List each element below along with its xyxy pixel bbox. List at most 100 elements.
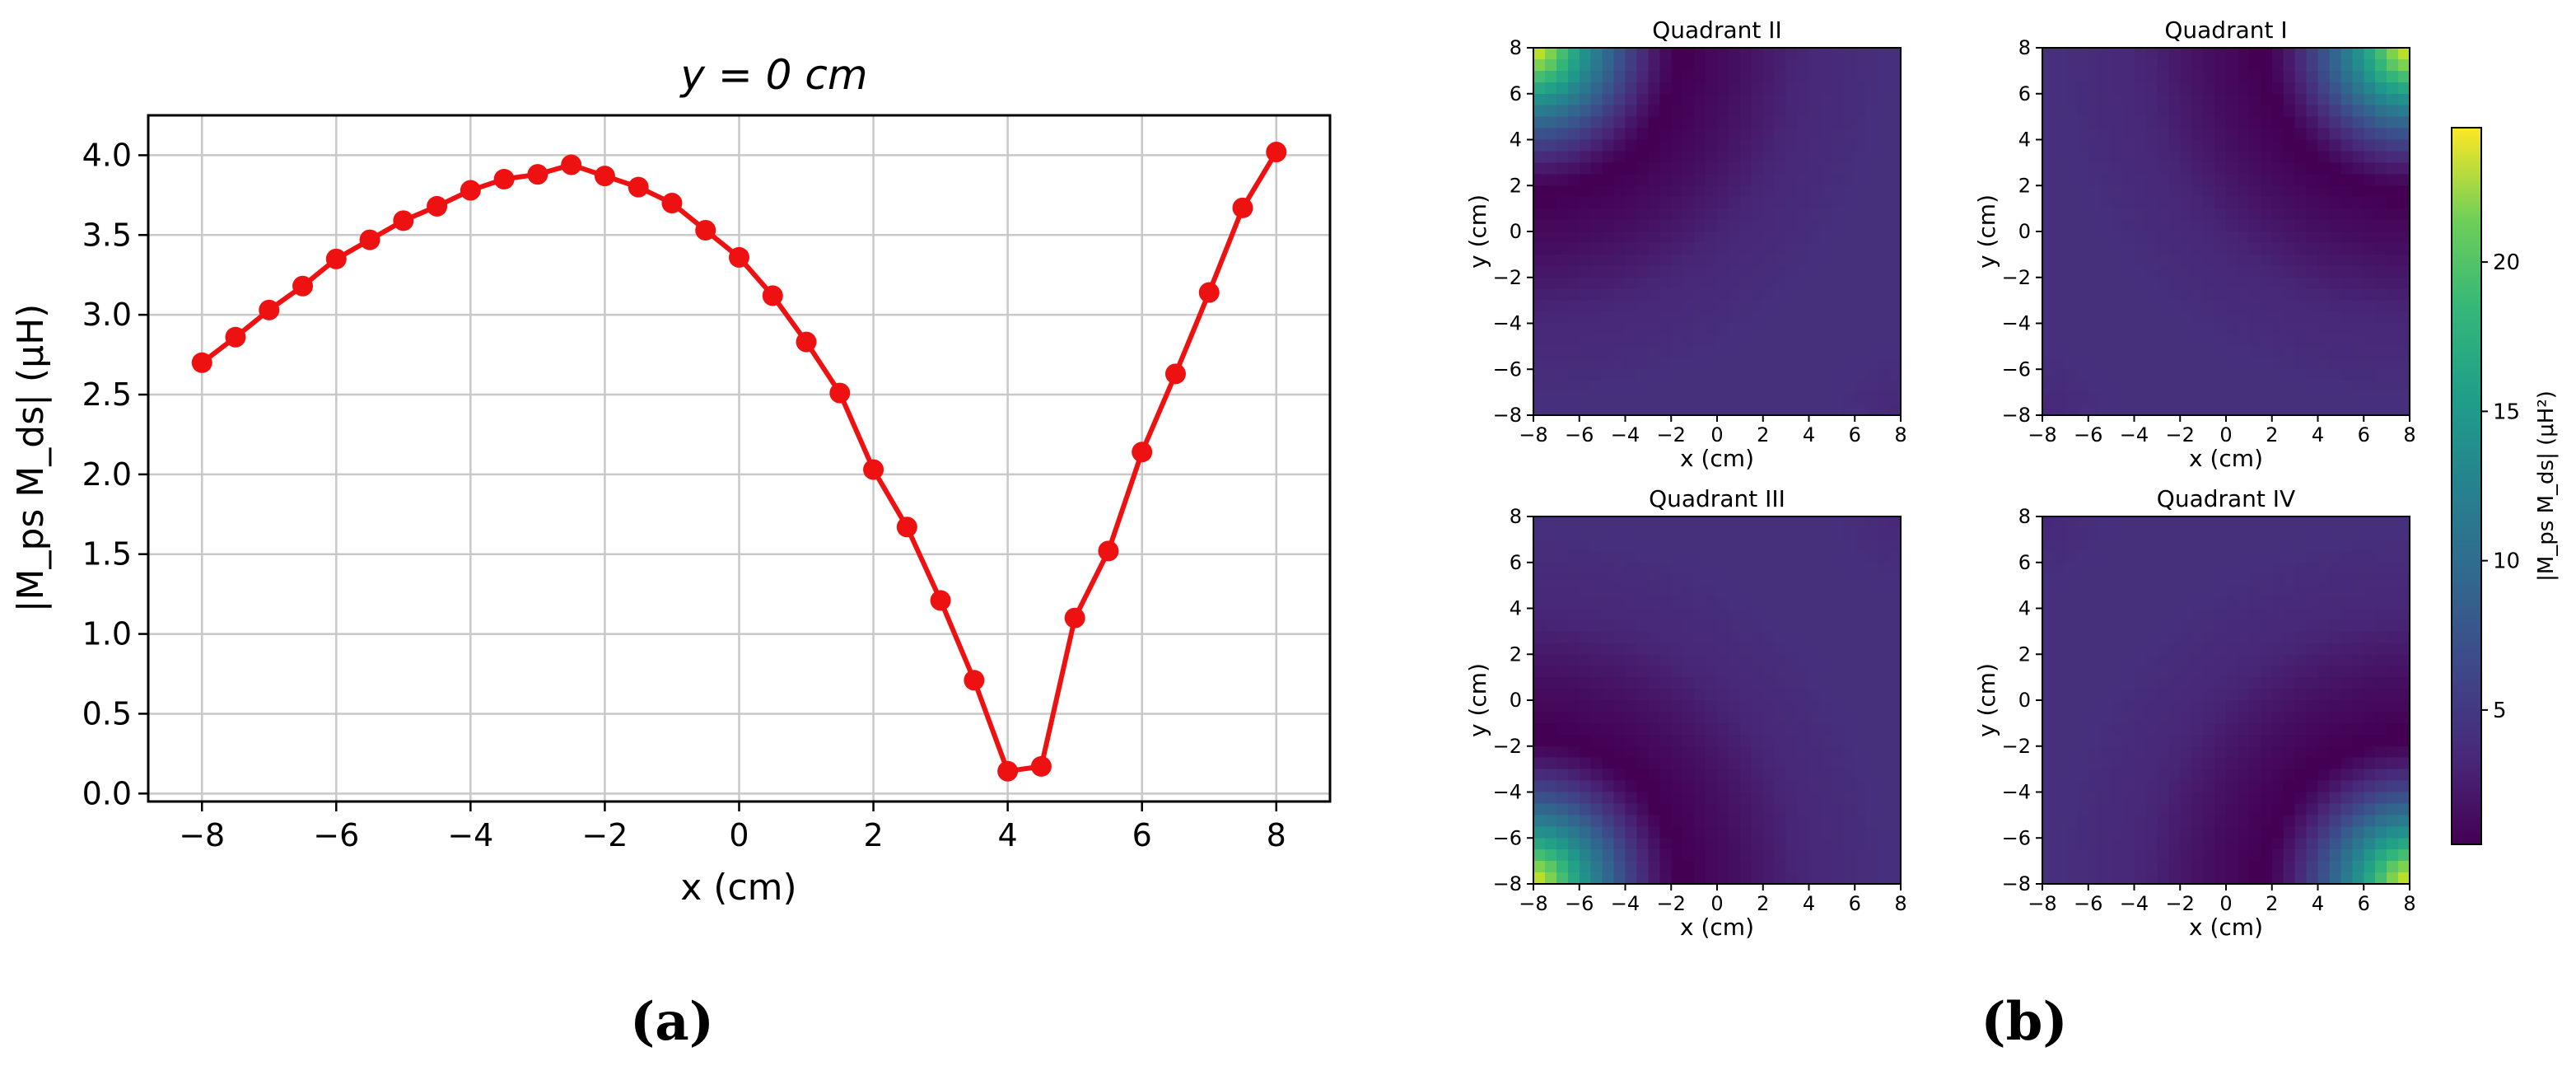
heatmap-cell	[1855, 745, 1867, 759]
heatmap-cell	[2226, 815, 2238, 827]
heatmap-cell	[1820, 573, 1832, 587]
heatmap-cell	[2122, 677, 2135, 689]
heatmap-cell	[1625, 346, 1638, 358]
heatmap-cell	[1797, 151, 1810, 163]
heatmap-cell	[1832, 780, 1844, 793]
heatmap-cell	[1613, 792, 1626, 805]
heatmap-cell	[1648, 277, 1660, 290]
heatmap-cell	[2042, 311, 2055, 325]
heatmap-cell	[2329, 58, 2341, 72]
heatmap-cell	[1579, 128, 1592, 141]
heatmap-cell	[2364, 631, 2376, 643]
heatmap-cell	[2283, 539, 2296, 552]
heatmap-y-tick-label: −4	[2002, 781, 2031, 804]
heatmap-cell	[1706, 585, 1718, 598]
heatmap-cell	[1579, 254, 1592, 267]
heatmap-cell	[1889, 346, 1902, 358]
heatmap-cell	[2099, 654, 2112, 666]
heatmap-cell	[1820, 323, 1832, 336]
heatmap-cell	[1648, 311, 1660, 325]
heatmap-cell	[2088, 392, 2101, 404]
heatmap-cell	[2398, 838, 2410, 850]
heatmap-cell	[1567, 700, 1580, 713]
heatmap-cell	[2260, 277, 2273, 290]
heatmap-cell	[2375, 277, 2387, 290]
heatmap-cell	[1832, 346, 1844, 358]
heatmap-cell	[2111, 745, 2124, 759]
heatmap-cell	[2306, 608, 2319, 621]
heatmap-cell	[1855, 734, 1867, 747]
heatmap-cell	[1843, 666, 1855, 678]
heatmap-cell	[1832, 757, 1844, 770]
heatmap-cell	[2157, 93, 2169, 106]
heatmap-cell	[2237, 300, 2250, 313]
heatmap-x-tick-label: 8	[1894, 423, 1906, 446]
heatmap-cell	[2076, 185, 2089, 198]
heatmap-cell	[2248, 745, 2261, 759]
heatmap-cell	[1648, 288, 1660, 301]
heatmap-cell	[1728, 381, 1741, 393]
heatmap-cell	[2294, 677, 2308, 689]
heatmap-cell	[1613, 803, 1626, 816]
heatmap-cell	[2226, 231, 2238, 244]
heatmap-cell	[2283, 573, 2296, 587]
heatmap-cell	[1625, 208, 1638, 221]
heatmap-cell	[2053, 780, 2066, 793]
heatmap-cell	[1797, 711, 1810, 724]
heatmap-cell	[1774, 323, 1787, 336]
heatmap-cell	[2214, 849, 2227, 862]
heatmap-cell	[1774, 105, 1787, 118]
heatmap-cell	[1533, 369, 1546, 381]
heatmap-cell	[1567, 757, 1580, 770]
heatmap-cell	[2329, 631, 2341, 643]
heatmap-cell	[2226, 58, 2238, 72]
heatmap-y-tick-label: −2	[1493, 266, 1522, 289]
data-point	[1198, 282, 1220, 303]
heatmap-cell	[2226, 838, 2238, 850]
heatmap-cell	[1785, 711, 1799, 724]
heatmap-cell	[2191, 803, 2204, 816]
y-tick-label: 3.0	[82, 297, 132, 333]
heatmap-cell	[2271, 128, 2284, 141]
heatmap-cell	[2340, 58, 2353, 72]
heatmap-cell	[1762, 722, 1776, 736]
heatmap-cell	[1556, 722, 1569, 736]
heatmap-cell	[2076, 358, 2089, 370]
heatmap-cell	[1843, 550, 1855, 563]
heatmap-cell	[1671, 654, 1683, 666]
heatmap-cell	[1682, 346, 1695, 358]
heatmap-cell	[2271, 573, 2284, 587]
heatmap-cell	[1648, 139, 1660, 152]
heatmap-cell	[1832, 254, 1844, 267]
heatmap-cell	[2042, 608, 2055, 621]
heatmap-cell	[2226, 539, 2238, 552]
heatmap-cells	[1533, 48, 1902, 416]
heatmap-cell	[2214, 539, 2227, 552]
heatmap-cell	[2076, 596, 2089, 610]
heatmap-cell	[2053, 677, 2066, 689]
heatmap-cell	[1866, 369, 1878, 381]
heatmap-cell	[1648, 254, 1660, 267]
heatmap-cell	[1832, 93, 1844, 106]
heatmap-cell	[2294, 619, 2308, 632]
heatmap-cell	[2157, 666, 2169, 678]
heatmap-cell	[1762, 677, 1776, 689]
heatmap-cell	[1889, 861, 1902, 873]
heatmap-cell	[2134, 300, 2147, 313]
heatmap-cell	[2203, 369, 2215, 381]
heatmap-cell	[2134, 323, 2147, 336]
heatmap-cell	[1694, 404, 1706, 416]
heatmap-cell	[1889, 516, 1902, 529]
heatmap-x-tick-label: −6	[2074, 423, 2102, 446]
heatmap-cell	[1682, 792, 1695, 805]
heatmap-cell	[2375, 516, 2387, 529]
heatmap-cell	[1636, 745, 1649, 759]
heatmap-cell	[1636, 277, 1649, 290]
heatmap-cell	[2329, 861, 2341, 873]
heatmap-cell	[1636, 643, 1649, 655]
colorbar-tick-label: 15	[2493, 400, 2520, 424]
heatmap-cell	[2088, 539, 2101, 552]
heatmap-cell	[1878, 231, 1890, 244]
heatmap-cell	[2088, 151, 2101, 163]
